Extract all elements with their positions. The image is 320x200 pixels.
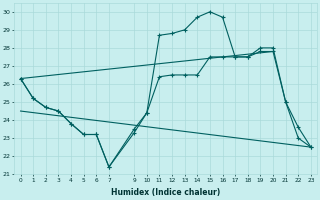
X-axis label: Humidex (Indice chaleur): Humidex (Indice chaleur) [111, 188, 220, 197]
